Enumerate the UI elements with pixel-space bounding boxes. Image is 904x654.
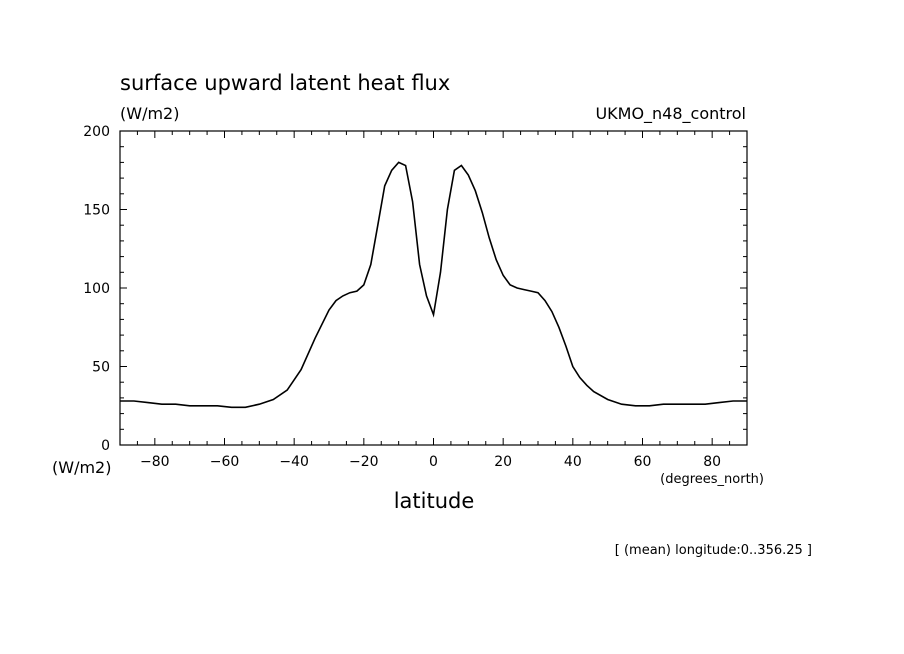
footnote: [ (mean) longitude:0..356.25 ] <box>615 543 812 558</box>
chart-title: surface upward latent heat flux <box>120 71 450 95</box>
x-tick-label: 0 <box>429 454 438 470</box>
x-tick-label: 40 <box>564 454 582 470</box>
y-tick-label: 0 <box>101 438 110 454</box>
y-tick-label: 200 <box>83 124 110 140</box>
model-label: UKMO_n48_control <box>595 104 746 124</box>
plot-frame <box>119 130 748 446</box>
x-tick-label: 60 <box>634 454 652 470</box>
x-tick-label: −80 <box>140 454 170 470</box>
x-tick-label: −20 <box>349 454 379 470</box>
y-tick-label: 150 <box>83 203 110 219</box>
series-line <box>120 161 747 409</box>
axis-ticks <box>119 130 748 446</box>
x-tick-label: −60 <box>210 454 240 470</box>
y-axis-label: (W/m2) <box>52 458 111 477</box>
tick-labels: −80 −60 −40 −20 0 20 40 60 80 0 50 100 150 200 <box>83 124 721 470</box>
chart-subtitle: (W/m2) <box>120 104 179 123</box>
x-tick-label: −40 <box>279 454 309 470</box>
x-axis-units: (degrees_north) <box>660 472 764 487</box>
x-tick-label: 20 <box>494 454 512 470</box>
y-tick-label: 100 <box>83 281 110 297</box>
y-tick-label: 50 <box>92 360 110 376</box>
x-axis-label: latitude <box>394 489 475 513</box>
x-tick-label: 80 <box>703 454 721 470</box>
